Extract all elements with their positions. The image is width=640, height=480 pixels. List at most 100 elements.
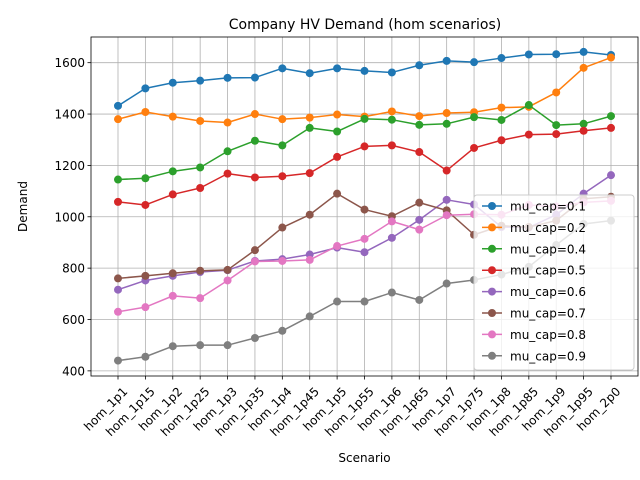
data-point xyxy=(250,110,259,119)
data-point xyxy=(470,58,479,67)
data-point xyxy=(552,88,561,97)
data-point xyxy=(168,78,177,87)
data-point xyxy=(278,115,287,124)
y-axis: 400 600 800 1000 1200 1400 1600 xyxy=(54,56,91,378)
legend-label: mu_cap=0.8 xyxy=(510,328,586,342)
data-point xyxy=(305,113,314,122)
data-point xyxy=(360,248,369,257)
legend-item: mu_cap=0.7 xyxy=(482,307,586,321)
legend-item: mu_cap=0.1 xyxy=(482,200,586,214)
data-point xyxy=(415,120,424,129)
data-point xyxy=(114,101,122,110)
data-point xyxy=(250,257,259,266)
data-point xyxy=(607,171,615,180)
legend: mu_cap=0.1 mu_cap=0.2 mu_cap=0.4 mu_cap=0.5… xyxy=(473,194,635,371)
data-point xyxy=(141,200,150,209)
legend-label: mu_cap=0.6 xyxy=(510,285,586,299)
data-point xyxy=(333,152,342,161)
data-point xyxy=(250,136,259,145)
data-point xyxy=(223,276,232,285)
data-point xyxy=(470,143,479,152)
data-point xyxy=(442,166,451,175)
data-point xyxy=(579,119,588,128)
data-point xyxy=(223,169,232,178)
data-point xyxy=(442,211,451,220)
y-tick-label: 1200 xyxy=(54,159,85,173)
data-point xyxy=(278,326,287,335)
data-point xyxy=(360,114,369,123)
legend-frame xyxy=(473,194,635,371)
data-point xyxy=(141,271,150,280)
data-point xyxy=(552,50,561,59)
data-point xyxy=(415,112,424,121)
data-point xyxy=(579,63,588,72)
data-point xyxy=(333,189,342,198)
data-point xyxy=(305,169,314,178)
series-mu_cap=0.1 xyxy=(114,47,615,110)
data-point xyxy=(168,269,177,278)
data-point xyxy=(141,107,150,116)
data-point xyxy=(305,312,314,321)
data-point xyxy=(442,279,451,288)
data-point xyxy=(579,47,588,56)
data-point xyxy=(387,217,396,226)
data-point xyxy=(168,190,177,199)
data-point xyxy=(278,141,287,150)
data-point xyxy=(497,103,506,112)
legend-label: mu_cap=0.5 xyxy=(510,264,586,278)
data-point xyxy=(168,342,177,351)
data-point xyxy=(250,173,259,182)
data-point xyxy=(196,116,205,125)
y-tick-label: 800 xyxy=(62,262,85,276)
data-point xyxy=(278,256,287,265)
data-point xyxy=(305,123,314,132)
data-point xyxy=(387,107,396,116)
data-point xyxy=(579,126,588,135)
legend-marker xyxy=(488,244,496,253)
data-point xyxy=(333,242,342,251)
data-point xyxy=(141,174,150,183)
data-point xyxy=(360,205,369,214)
data-point xyxy=(168,291,177,300)
legend-item: mu_cap=0.5 xyxy=(482,264,586,278)
data-point xyxy=(196,266,205,275)
data-point xyxy=(497,115,506,124)
data-point xyxy=(497,54,506,63)
data-point xyxy=(114,175,122,184)
legend-item: mu_cap=0.6 xyxy=(482,285,586,299)
data-point xyxy=(114,285,122,294)
data-point xyxy=(196,163,205,172)
data-point xyxy=(607,123,615,132)
data-point xyxy=(607,112,615,121)
legend-marker xyxy=(488,351,496,360)
data-point xyxy=(387,68,396,77)
data-point xyxy=(278,172,287,181)
data-point xyxy=(360,234,369,243)
legend-item: mu_cap=0.4 xyxy=(482,242,586,256)
data-point xyxy=(415,295,424,304)
plot-area xyxy=(90,36,639,377)
data-point xyxy=(333,127,342,136)
data-point xyxy=(305,255,314,264)
x-axis-title: Scenario xyxy=(338,451,390,465)
data-point xyxy=(141,303,150,312)
data-point xyxy=(168,167,177,176)
data-point xyxy=(250,333,259,342)
legend-label: mu_cap=0.4 xyxy=(510,242,586,256)
data-point xyxy=(141,352,150,361)
data-point xyxy=(278,64,287,73)
y-tick-label: 1600 xyxy=(54,56,85,70)
data-point xyxy=(387,141,396,150)
data-point xyxy=(223,118,232,127)
data-point xyxy=(196,341,205,350)
data-point xyxy=(497,136,506,145)
data-point xyxy=(305,210,314,219)
data-point xyxy=(196,76,205,85)
data-point xyxy=(442,56,451,65)
data-point xyxy=(168,112,177,121)
data-point xyxy=(442,195,451,204)
legend-marker xyxy=(488,202,496,210)
data-point xyxy=(360,142,369,151)
legend-label: mu_cap=0.2 xyxy=(510,221,586,235)
